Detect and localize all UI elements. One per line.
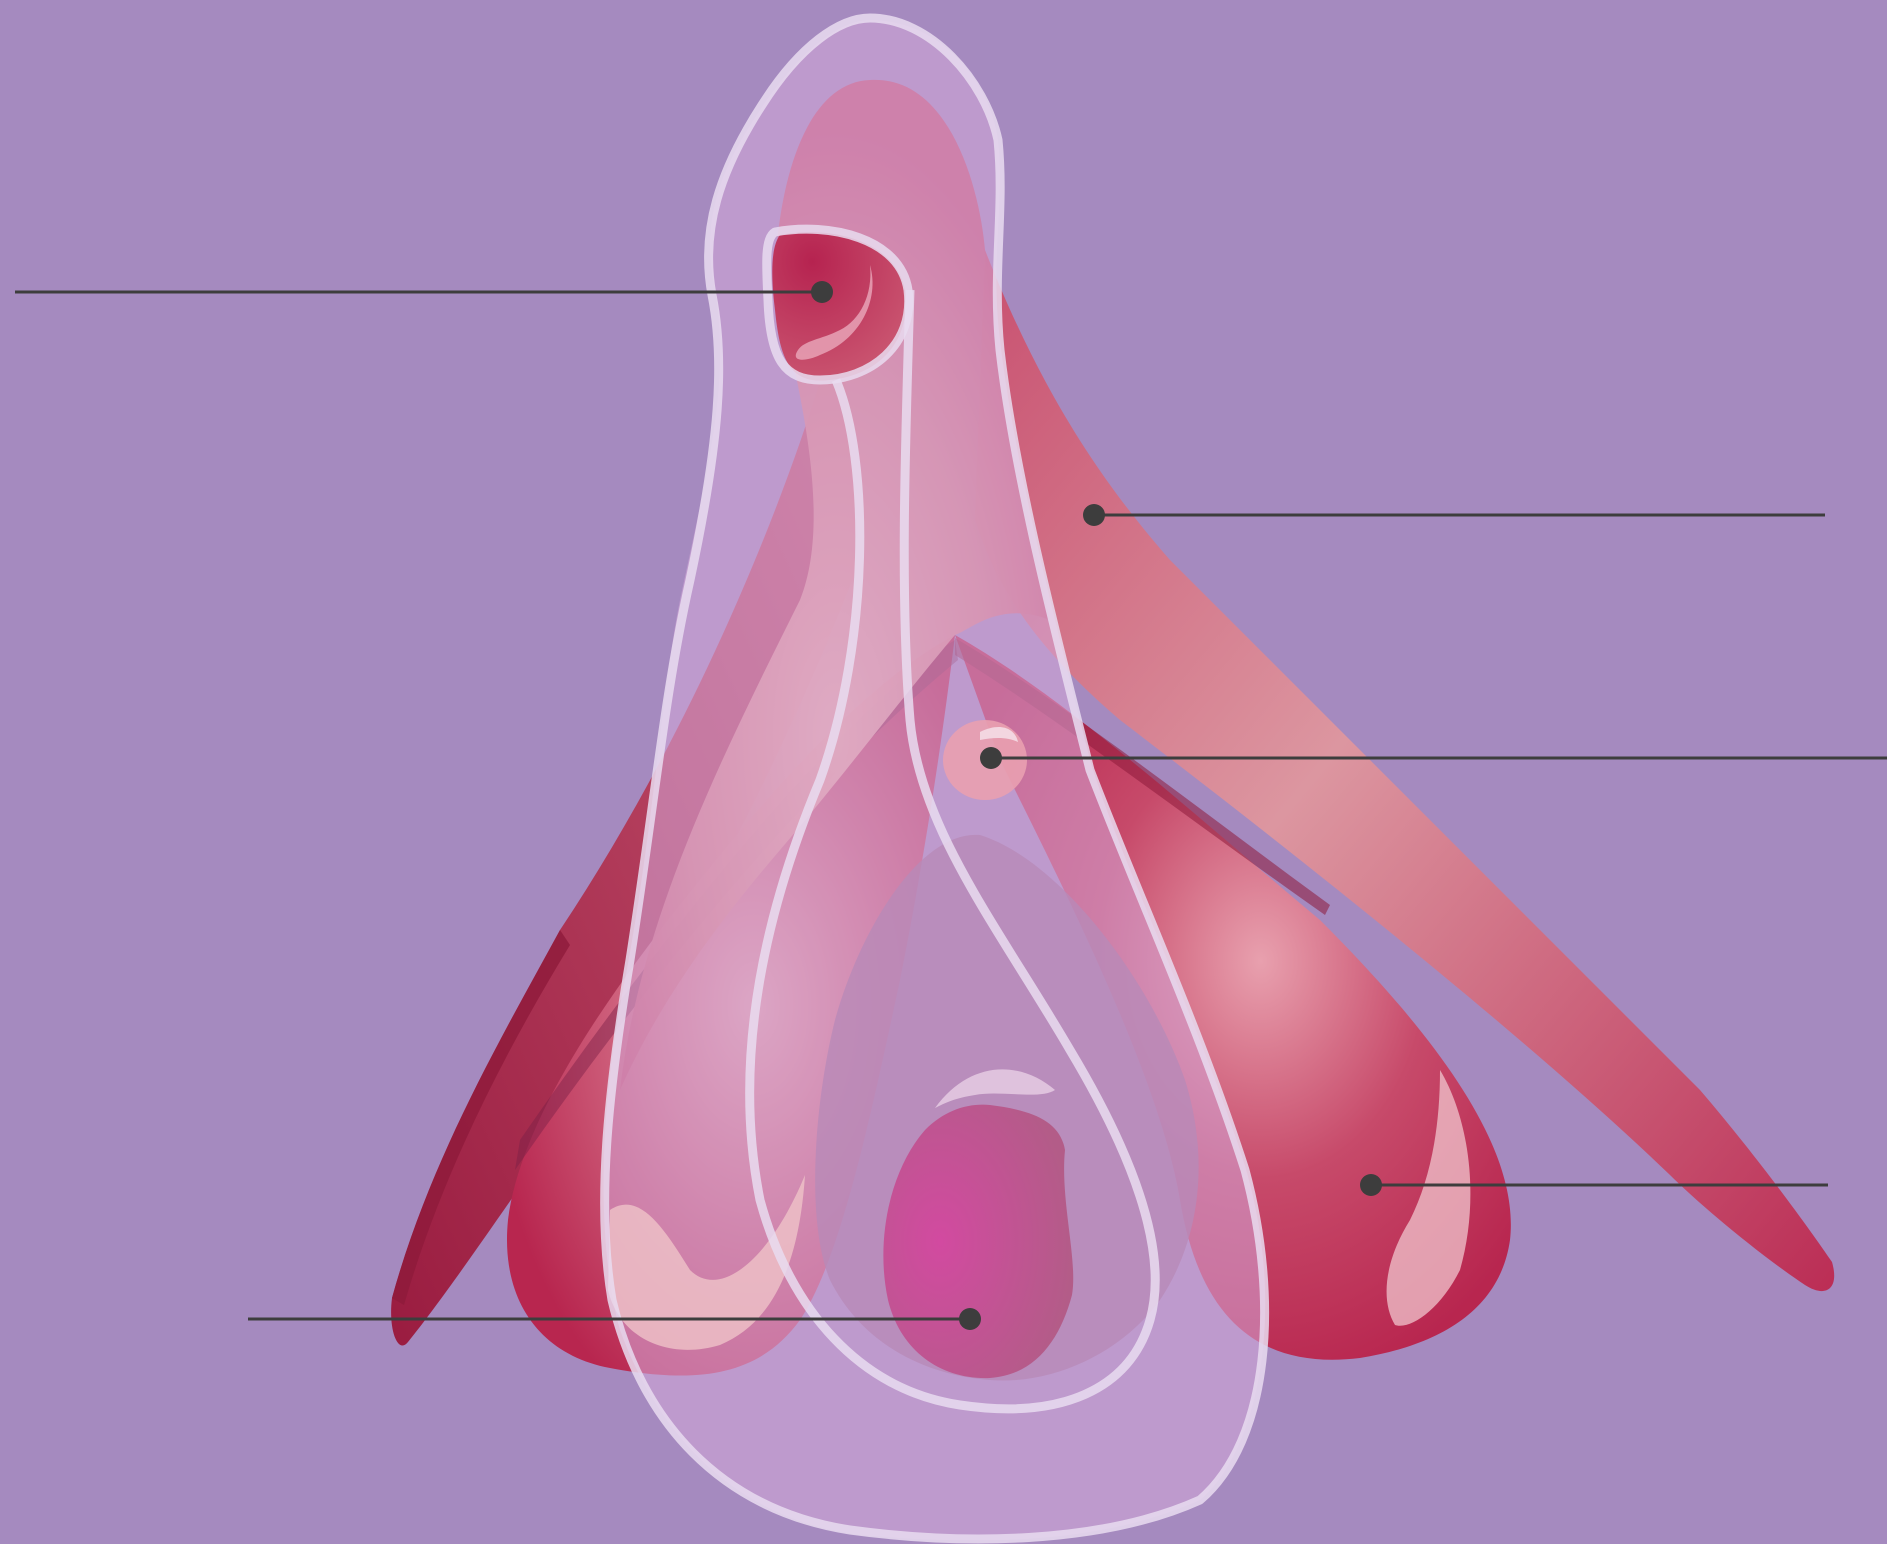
hood-outline (600, 13, 1270, 1544)
glans-highlight (795, 265, 873, 360)
right-crus (975, 250, 1835, 1292)
urethral-highlight (980, 727, 1018, 742)
vaginal-opening (883, 1104, 1074, 1379)
glans-outline (762, 224, 914, 385)
glans (772, 232, 906, 381)
inner-labia-outline (745, 289, 1160, 1414)
left-crus-edge (392, 930, 570, 1305)
right-bulb-highlight (1386, 1070, 1471, 1326)
vaginal-highlight (935, 1069, 1055, 1108)
left-bulb-highlight (608, 1175, 805, 1350)
left-crus (391, 310, 860, 1346)
